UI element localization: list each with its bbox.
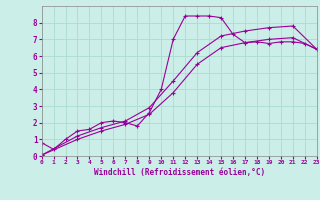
X-axis label: Windchill (Refroidissement éolien,°C): Windchill (Refroidissement éolien,°C) <box>94 168 265 177</box>
